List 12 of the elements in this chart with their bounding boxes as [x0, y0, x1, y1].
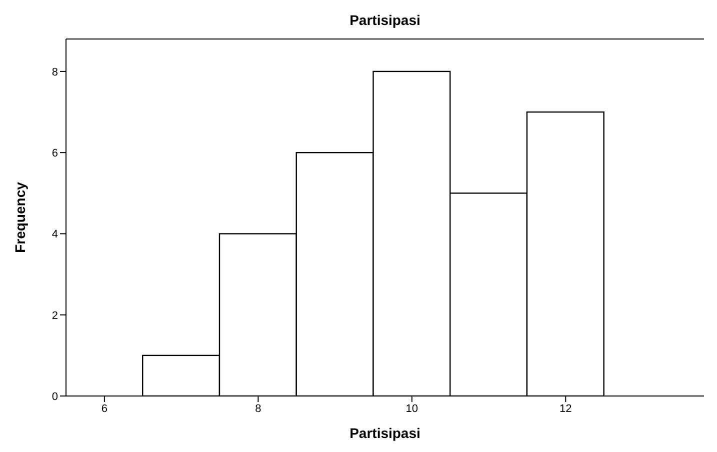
y-tick-label: 8 — [52, 66, 58, 78]
y-tick-label: 0 — [52, 390, 58, 403]
y-axis-title: Frequency — [12, 182, 28, 253]
x-tick-label: 12 — [560, 402, 572, 415]
y-tick-label: 4 — [52, 228, 58, 241]
x-tick-label: 6 — [101, 402, 108, 415]
x-tick-label: 10 — [406, 402, 418, 415]
chart-title: Partisipasi — [348, 12, 422, 28]
y-tick-label: 6 — [52, 147, 58, 160]
x-axis-title: Partisipasi — [350, 425, 420, 441]
y-tick-label: 2 — [52, 310, 58, 322]
x-tick-label: 8 — [255, 402, 262, 415]
